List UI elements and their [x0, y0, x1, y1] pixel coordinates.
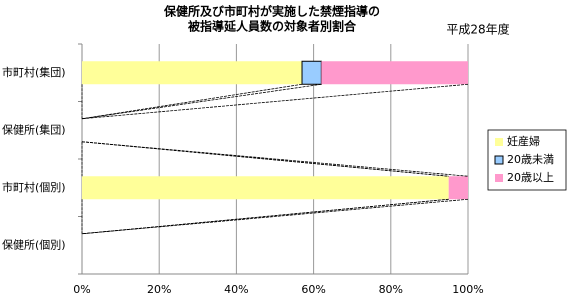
- legend-label: 妊産婦: [507, 134, 540, 148]
- series-line: [81, 141, 469, 177]
- y-tick-label: 市町村(集団): [2, 65, 66, 79]
- chart-title: 保健所及び市町村が実施した禁煙指導の: [163, 4, 380, 19]
- bar: [448, 176, 468, 200]
- bar: [82, 176, 449, 200]
- y-tick-label: 保健所(個別): [2, 237, 66, 251]
- bar: [321, 61, 468, 85]
- series-line: [81, 83, 322, 120]
- series-line: [81, 198, 469, 235]
- x-tick-label: 0%: [73, 283, 90, 296]
- legend-swatch: [494, 155, 504, 165]
- x-tick-label: 80%: [379, 283, 403, 296]
- bar: [301, 60, 322, 85]
- bar: [82, 61, 303, 85]
- legend-swatch: [495, 138, 503, 146]
- series-line: [81, 83, 469, 120]
- x-tick-label: 40%: [224, 283, 248, 296]
- series-line: [81, 83, 303, 120]
- y-tick-label: 保健所(集団): [2, 122, 66, 136]
- legend-label: 20歳以上: [507, 171, 554, 184]
- chart-title: 被指導延人員数の対象者別割合: [188, 19, 357, 34]
- series-line: [81, 141, 449, 177]
- legend-label: 20歳未満: [507, 153, 554, 166]
- x-tick-label: 20%: [147, 283, 171, 296]
- chart-subtitle: 平成28年度: [446, 22, 509, 37]
- x-tick-label: 60%: [301, 283, 325, 296]
- y-tick-label: 市町村(個別): [2, 180, 66, 194]
- legend-swatch: [495, 174, 503, 182]
- x-tick-label: 100%: [452, 283, 483, 296]
